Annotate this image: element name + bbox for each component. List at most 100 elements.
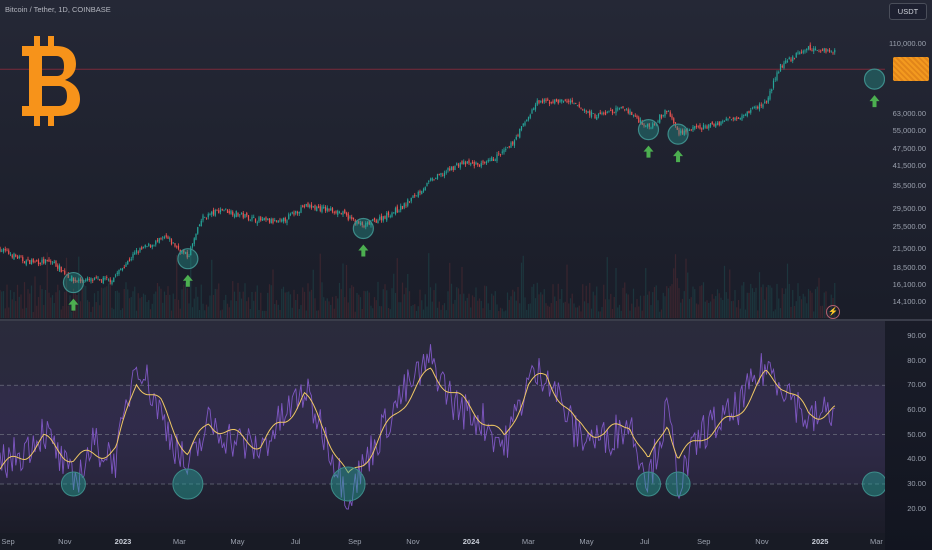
candle-body [816, 50, 818, 52]
volume-bar [240, 298, 243, 318]
volume-bar [298, 309, 300, 318]
volume-bar [225, 294, 227, 318]
volume-bar [779, 308, 782, 318]
candle-body [790, 59, 792, 62]
pane-divider[interactable] [0, 319, 932, 321]
volume-bar [239, 291, 241, 318]
volume-bar [146, 301, 148, 318]
volume-bar [342, 263, 344, 318]
candle-body [321, 206, 323, 213]
price-pane[interactable]: Bitcoin / Tether, 1D, COINBASE ⚡ [0, 0, 885, 320]
volume-bar [454, 299, 456, 318]
candle-body [279, 219, 281, 221]
volume-bar [533, 284, 535, 318]
candle-body [611, 109, 614, 114]
volume-bar [27, 289, 29, 318]
volume-bar [624, 282, 626, 318]
candle-body [27, 258, 29, 260]
candle-body [50, 261, 52, 263]
chart-header: Bitcoin / Tether, 1D, COINBASE [5, 5, 111, 14]
candle-body [146, 246, 148, 248]
volume-bar [158, 286, 160, 318]
candle-body [534, 104, 537, 110]
price-tick: 21,500.00 [892, 243, 926, 253]
candle-body [702, 124, 705, 130]
candle-body [156, 240, 159, 242]
time-tick: Mar [521, 537, 535, 546]
volume-bar [288, 291, 290, 318]
volume-bar [571, 293, 573, 318]
candle-body [485, 161, 488, 164]
volume-bar [697, 304, 699, 318]
price-chart[interactable] [0, 0, 885, 320]
volume-bar [372, 308, 374, 318]
volume-bar [258, 309, 260, 318]
candle-body [832, 52, 834, 54]
volume-bar [370, 305, 372, 318]
candle-body [219, 209, 222, 212]
volume-bar [424, 294, 426, 318]
candle-body [519, 128, 521, 138]
candle-body [799, 52, 801, 55]
candle-body [610, 110, 612, 111]
candle-body [53, 261, 55, 264]
volume-bar [253, 300, 255, 318]
candle-body [316, 206, 318, 212]
volume-bar [718, 293, 720, 318]
volume-bar [106, 286, 108, 318]
volume-bar [25, 307, 27, 318]
volume-bar [246, 301, 248, 318]
candle-body [692, 127, 694, 131]
rsi-tick: 30.00 [907, 478, 926, 488]
candle-body [804, 50, 806, 52]
candle-body [251, 216, 253, 220]
candle-body [750, 109, 752, 113]
candle-body [830, 50, 832, 52]
candle-body [746, 111, 748, 116]
candle-body [475, 162, 477, 165]
volume-bar [11, 299, 13, 318]
candle-body [606, 112, 608, 114]
volume-bar [461, 266, 463, 318]
volume-bar [557, 283, 559, 318]
candle-body [333, 212, 335, 213]
price-tick: 16,100.00 [892, 280, 926, 290]
rsi-tick: 60.00 [907, 404, 926, 414]
volume-bar [585, 285, 587, 318]
volume-bar [422, 309, 425, 318]
volume-bar [104, 287, 106, 318]
rsi-chart[interactable] [0, 321, 885, 533]
time-tick: Sep [1, 537, 15, 546]
candle-body [650, 127, 652, 129]
volume-bar [405, 287, 407, 318]
rsi-axis[interactable]: 90.00 80.00 70.00 60.00 50.00 40.00 30.00 20.00 [885, 321, 932, 533]
candle-body [552, 101, 554, 104]
volume-bar [807, 289, 810, 318]
volume-bar [475, 287, 477, 318]
candle-body [268, 218, 271, 223]
volume-bar [629, 310, 631, 318]
volume-bar [550, 303, 552, 318]
time-axis[interactable]: Sep Nov 2023 Mar May Jul Sep Nov 2024 Mar May Jul Se… [0, 533, 885, 550]
volume-bar [0, 290, 1, 318]
lightning-icon[interactable]: ⚡ [826, 305, 840, 319]
price-axis[interactable]: USDT 110,000.0085,000.0063,000.0055,000.… [885, 0, 932, 320]
rsi-pane[interactable] [0, 321, 885, 533]
candle-body [274, 220, 276, 222]
currency-button[interactable]: USDT [889, 3, 927, 20]
volume-bar [363, 290, 365, 318]
volume-bar [277, 304, 279, 318]
volume-bar [627, 294, 629, 318]
candle-body [582, 109, 584, 111]
volume-bar [79, 301, 82, 318]
volume-bar [71, 311, 73, 318]
candle-body [431, 178, 433, 181]
candle-body [792, 56, 794, 61]
candle-body [344, 209, 346, 214]
candle-body [617, 108, 619, 110]
candle-body [323, 206, 325, 208]
volume-bar [305, 310, 307, 318]
candle-body [267, 218, 269, 220]
candle-body [583, 109, 586, 112]
candle-body [695, 125, 698, 128]
